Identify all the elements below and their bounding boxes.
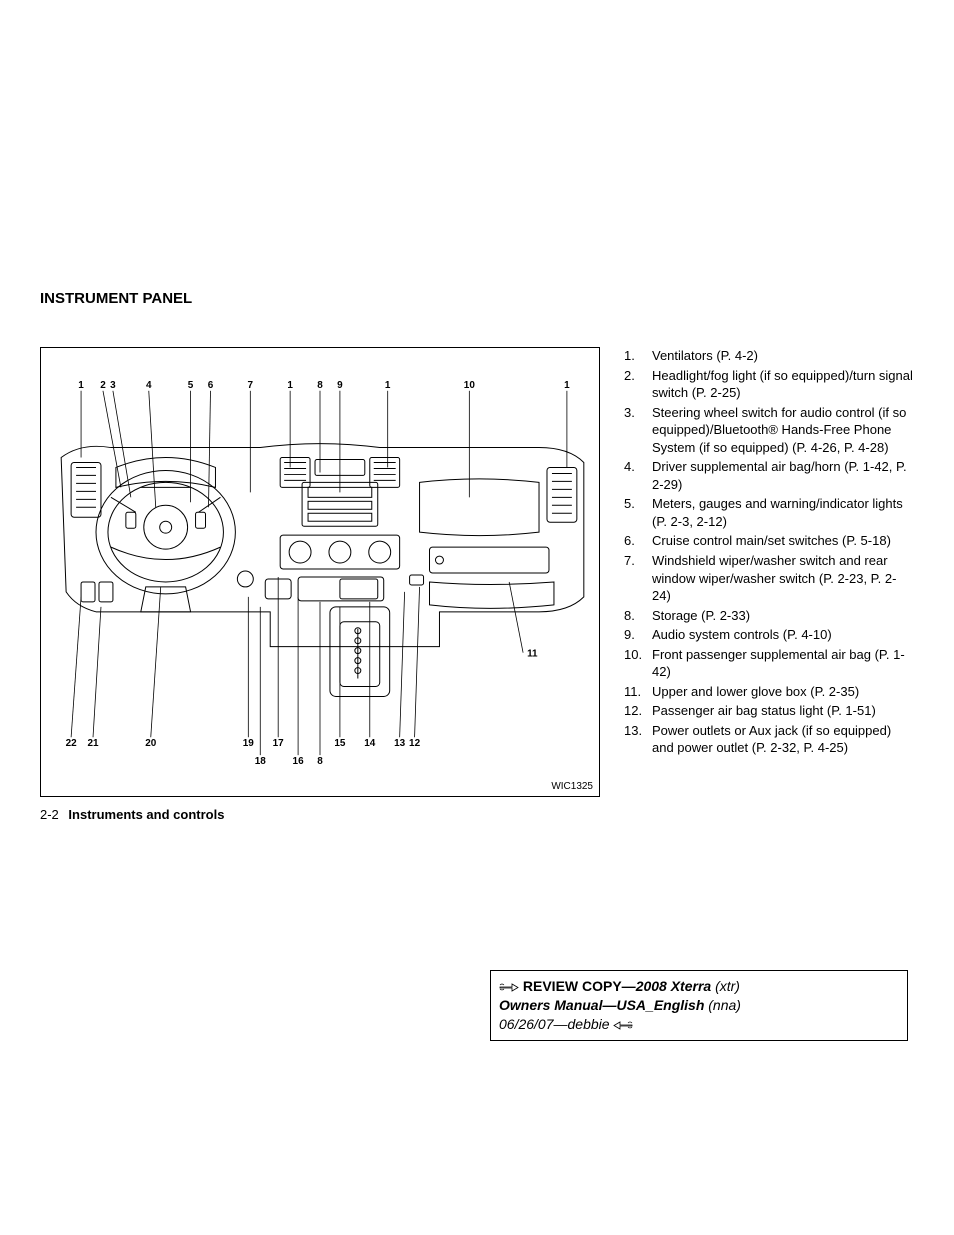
svg-text:2: 2 xyxy=(100,380,106,391)
legend-item: 6.Cruise control main/set switches (P. 5… xyxy=(624,532,914,550)
svg-text:6: 6 xyxy=(208,380,214,391)
legend-item: 9.Audio system controls (P. 4-10) xyxy=(624,626,914,644)
svg-text:17: 17 xyxy=(273,738,285,749)
legend-item: 3.Steering wheel switch for audio contro… xyxy=(624,404,914,457)
svg-text:5: 5 xyxy=(188,380,194,391)
diagram-frame: 123456718911012221201917151413121816811 … xyxy=(40,347,600,797)
legend-number: 8. xyxy=(624,607,652,625)
instrument-panel-diagram: 123456718911012221201917151413121816811 xyxy=(41,348,599,796)
legend-item: 1.Ventilators (P. 4-2) xyxy=(624,347,914,365)
svg-text:8: 8 xyxy=(317,756,323,767)
svg-text:10: 10 xyxy=(464,380,476,391)
review-line2-bolditalic: Owners Manual—USA_English xyxy=(499,997,704,1013)
review-line1-bolditalic: 2008 Xterra xyxy=(636,978,712,994)
section-title: INSTRUMENT PANEL xyxy=(40,290,914,307)
legend-item: 13.Power outlets or Aux jack (if so equi… xyxy=(624,722,914,757)
svg-text:20: 20 xyxy=(145,738,157,749)
legend-text: Windshield wiper/washer switch and rear … xyxy=(652,552,914,605)
svg-text:1: 1 xyxy=(564,380,570,391)
legend-item: 4.Driver supplemental air bag/horn (P. 1… xyxy=(624,458,914,493)
page-number: 2-2 xyxy=(40,807,59,822)
legend-text: Headlight/fog light (if so equipped)/tur… xyxy=(652,367,914,402)
legend-number: 13. xyxy=(624,722,652,757)
svg-text:1: 1 xyxy=(385,380,391,391)
hand-right-icon xyxy=(499,981,519,993)
legend-number: 12. xyxy=(624,702,652,720)
svg-text:12: 12 xyxy=(409,738,421,749)
main-row: 123456718911012221201917151413121816811 … xyxy=(40,347,914,822)
svg-text:1: 1 xyxy=(287,380,293,391)
legend-column: 1.Ventilators (P. 4-2)2.Headlight/fog li… xyxy=(624,347,914,759)
legend-number: 2. xyxy=(624,367,652,402)
legend-text: Passenger air bag status light (P. 1-51) xyxy=(652,702,914,720)
legend-number: 5. xyxy=(624,495,652,530)
legend-text: Cruise control main/set switches (P. 5-1… xyxy=(652,532,914,550)
legend-number: 3. xyxy=(624,404,652,457)
legend-item: 12.Passenger air bag status light (P. 1-… xyxy=(624,702,914,720)
diagram-code: WIC1325 xyxy=(551,781,593,792)
legend-text: Audio system controls (P. 4-10) xyxy=(652,626,914,644)
svg-text:19: 19 xyxy=(243,738,255,749)
svg-text:1: 1 xyxy=(78,380,84,391)
svg-text:8: 8 xyxy=(317,380,323,391)
legend-number: 1. xyxy=(624,347,652,365)
legend-item: 10.Front passenger supplemental air bag … xyxy=(624,646,914,681)
legend-number: 4. xyxy=(624,458,652,493)
svg-text:15: 15 xyxy=(334,738,346,749)
legend-text: Driver supplemental air bag/horn (P. 1-4… xyxy=(652,458,914,493)
legend-text: Front passenger supplemental air bag (P.… xyxy=(652,646,914,681)
legend-item: 7.Windshield wiper/washer switch and rea… xyxy=(624,552,914,605)
review-line2-italic: (nna) xyxy=(704,997,741,1013)
svg-text:14: 14 xyxy=(364,738,376,749)
svg-text:9: 9 xyxy=(337,380,343,391)
diagram-column: 123456718911012221201917151413121816811 … xyxy=(40,347,600,822)
svg-text:4: 4 xyxy=(146,380,152,391)
legend-text: Storage (P. 2-33) xyxy=(652,607,914,625)
legend-number: 9. xyxy=(624,626,652,644)
legend-text: Power outlets or Aux jack (if so equippe… xyxy=(652,722,914,757)
svg-text:22: 22 xyxy=(66,738,78,749)
legend-item: 8.Storage (P. 2-33) xyxy=(624,607,914,625)
review-copy-box: REVIEW COPY—2008 Xterra (xtr) Owners Man… xyxy=(490,970,908,1041)
legend-list: 1.Ventilators (P. 4-2)2.Headlight/fog li… xyxy=(624,347,914,757)
svg-text:11: 11 xyxy=(527,649,538,660)
review-line1-bold: REVIEW COPY— xyxy=(523,978,636,994)
legend-item: 11.Upper and lower glove box (P. 2-35) xyxy=(624,683,914,701)
review-line3: 06/26/07—debbie xyxy=(499,1016,610,1032)
review-line1-italic: (xtr) xyxy=(711,978,740,994)
svg-text:16: 16 xyxy=(293,756,305,767)
page-section-title: Instruments and controls xyxy=(68,807,224,822)
svg-text:3: 3 xyxy=(110,380,116,391)
legend-text: Ventilators (P. 4-2) xyxy=(652,347,914,365)
legend-text: Upper and lower glove box (P. 2-35) xyxy=(652,683,914,701)
page-content: INSTRUMENT PANEL xyxy=(40,290,914,822)
legend-number: 11. xyxy=(624,683,652,701)
legend-item: 5.Meters, gauges and warning/indicator l… xyxy=(624,495,914,530)
legend-number: 10. xyxy=(624,646,652,681)
legend-number: 7. xyxy=(624,552,652,605)
legend-text: Steering wheel switch for audio control … xyxy=(652,404,914,457)
legend-number: 6. xyxy=(624,532,652,550)
svg-text:21: 21 xyxy=(87,738,99,749)
svg-text:13: 13 xyxy=(394,738,406,749)
legend-item: 2.Headlight/fog light (if so equipped)/t… xyxy=(624,367,914,402)
svg-text:7: 7 xyxy=(248,380,254,391)
hand-left-icon xyxy=(613,1019,633,1031)
page-footer: 2-2 Instruments and controls xyxy=(40,807,600,822)
legend-text: Meters, gauges and warning/indicator lig… xyxy=(652,495,914,530)
svg-text:18: 18 xyxy=(255,756,267,767)
